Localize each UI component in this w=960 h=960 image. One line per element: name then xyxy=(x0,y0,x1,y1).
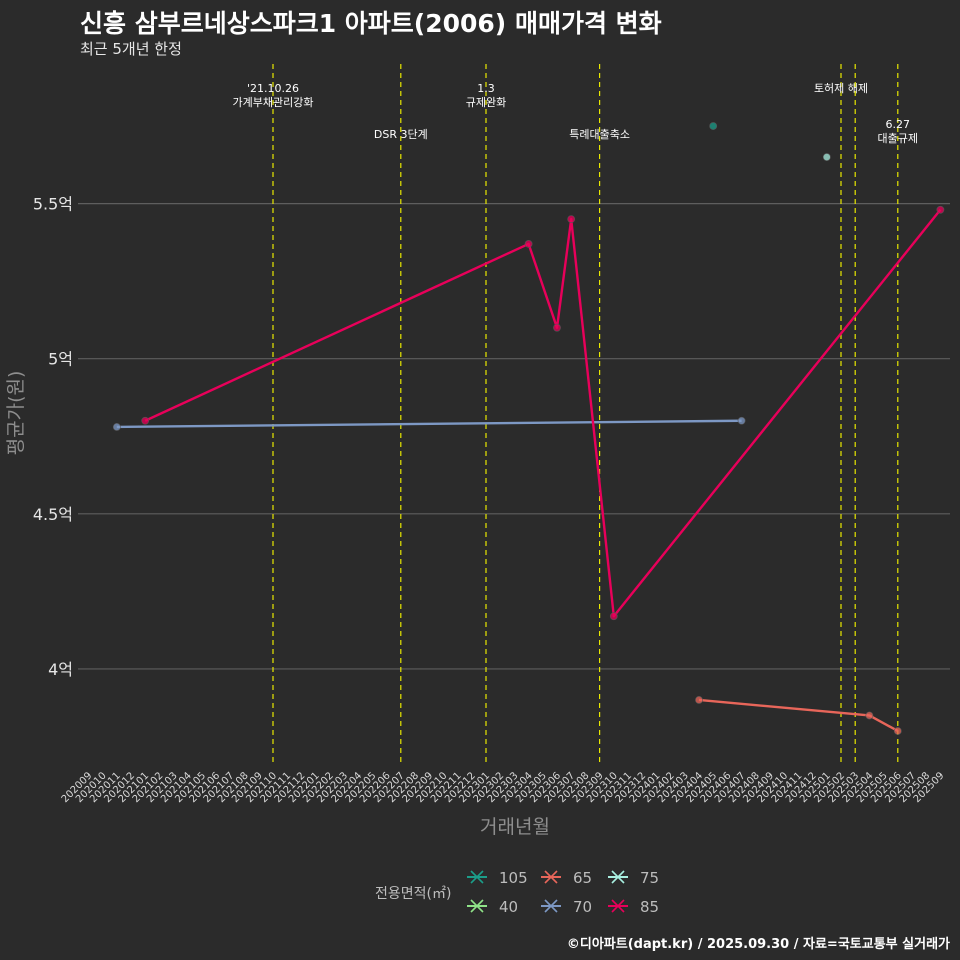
data-point-70 xyxy=(737,416,746,425)
chart-title: 신흥 삼부르네상스파크1 아파트(2006) 매매가격 변화 xyxy=(80,9,662,38)
data-point-85 xyxy=(936,205,945,214)
data-point-85 xyxy=(609,612,618,621)
data-point-85 xyxy=(553,323,561,332)
legend-label-105: 105 xyxy=(499,869,528,887)
legend-label-40: 40 xyxy=(499,898,518,916)
x-axis-ticks: 2020092020102020112020122021012021022021… xyxy=(60,770,947,805)
legend-label-70: 70 xyxy=(573,898,592,916)
legend-mark-105 xyxy=(470,870,484,884)
y-axis-ticks: 4억 4.5억 5억 5.5억 xyxy=(33,195,73,679)
data-point-65 xyxy=(695,696,703,704)
y-tick-label: 4.5억 xyxy=(33,505,73,524)
grid-lines xyxy=(78,203,950,670)
y-tick-label: 4억 xyxy=(48,660,73,679)
policy-event-label: 1.3 xyxy=(477,82,495,95)
data-point-65 xyxy=(893,727,902,735)
policy-event-label: 특례대출축소 xyxy=(569,128,630,141)
x-axis-title: 거래년월 xyxy=(480,816,550,838)
policy-event-label: 규제완화 xyxy=(466,96,506,109)
data-point-105 xyxy=(709,122,718,130)
data-point-85 xyxy=(141,416,150,425)
policy-event-label: 대출규제 xyxy=(878,132,918,145)
policy-event-label: 가계부채관리강화 xyxy=(233,96,314,109)
chart-subtitle: 최근 5개년 한정 xyxy=(80,40,182,58)
data-point-65 xyxy=(865,711,874,720)
y-tick-label: 5.5억 xyxy=(33,195,73,214)
policy-event-label: DSR 3단계 xyxy=(374,128,428,141)
legend-mark-40 xyxy=(470,899,484,913)
data-point-85 xyxy=(524,240,533,248)
legend-label-65: 65 xyxy=(573,869,592,887)
legend-mark-75 xyxy=(611,870,625,884)
data-point-75 xyxy=(822,153,831,161)
series-lines xyxy=(112,122,945,735)
legend-title: 전용면적(㎡) xyxy=(375,886,451,902)
policy-event-label: 토허제 해제 xyxy=(814,81,868,95)
series-line-85 xyxy=(144,209,942,618)
policy-event-label: 6.27 xyxy=(886,118,911,131)
legend-mark-70 xyxy=(544,899,558,913)
legend-mark-65 xyxy=(544,870,558,884)
legend-label-75: 75 xyxy=(640,869,659,887)
series-line-70 xyxy=(116,419,742,429)
legend: 전용면적(㎡) 105 40 65 70 75 85 xyxy=(375,869,659,916)
y-tick-label: 5억 xyxy=(48,350,73,369)
policy-event-label: '21.10.26 xyxy=(247,82,299,95)
legend-mark-85 xyxy=(611,899,625,913)
legend-label-85: 85 xyxy=(640,898,659,916)
y-axis-title: 평균가(원) xyxy=(5,371,27,456)
data-point-85 xyxy=(567,215,576,224)
data-point-70 xyxy=(112,423,121,431)
source-caption: ©디아파트(dapt.kr) / 2025.09.30 / 자료=국토교통부 실… xyxy=(566,937,950,952)
